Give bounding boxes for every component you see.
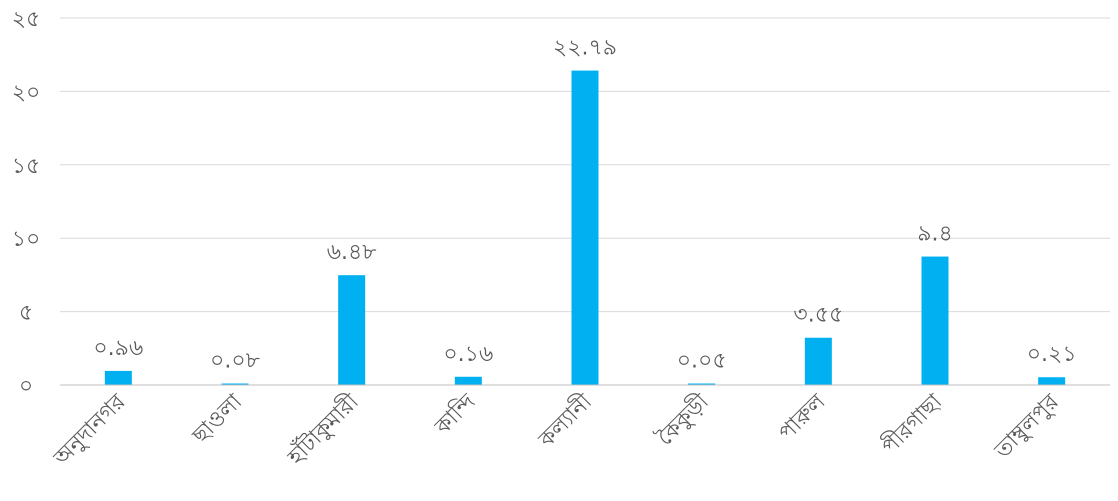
bar-6 — [688, 383, 716, 385]
bar-9 — [1038, 377, 1066, 385]
data-label-2: ০.০৮ — [210, 349, 260, 374]
category-label-4: কান্দি — [429, 389, 481, 441]
y-tick-label: ২৫ — [12, 7, 41, 32]
category-label-8: পীরগাছা — [876, 388, 948, 460]
bar-4 — [454, 376, 482, 385]
bar-5 — [571, 70, 599, 386]
data-label-9: ০.২১ — [1027, 342, 1077, 367]
data-label-7: ৩.৫৫ — [793, 303, 843, 328]
y-tick-label: ১০ — [12, 227, 41, 252]
bar-1 — [104, 370, 132, 385]
category-label-9: তাম্বুলপুর — [989, 389, 1064, 464]
y-tick-label: ০ — [19, 374, 33, 399]
bar-2 — [221, 383, 249, 385]
data-label-1: ০.৯৬ — [93, 336, 143, 361]
category-label-7: পারুল — [774, 389, 831, 446]
y-tick-label: ২০ — [12, 80, 41, 105]
data-labels: ০.৯৬ ০.০৮ ৬.৪৮ ০.১৬ ২২.৭৯ ০.০৫ ৩.৫৫ ৯.৪ ০.২১ — [93, 36, 1076, 374]
bars — [104, 70, 1066, 386]
category-label-5: কল্যানী — [532, 388, 598, 454]
y-tick-label: ১৫ — [12, 154, 41, 179]
y-axis-tick-labels: ০ ৫ ১০ ১৫ ২০ ২৫ — [12, 7, 41, 399]
category-label-1: অনুদানগর — [49, 389, 132, 472]
data-label-5: ২২.৭৯ — [553, 36, 617, 61]
data-label-3: ৬.৪৮ — [327, 240, 377, 265]
data-label-8: ৯.৪ — [917, 222, 953, 247]
category-label-3: হাঁটাকুমারী — [281, 388, 364, 471]
bar-3 — [338, 275, 366, 385]
y-tick-label: ৫ — [19, 301, 33, 326]
data-label-6: ০.০৫ — [677, 349, 727, 374]
category-label-6: কৈকুড়ী — [651, 388, 714, 451]
bar-7 — [804, 337, 832, 385]
x-axis-category-labels: অনুদানগর ছাওলা হাঁটাকুমারী কান্দি কল্যানী কৈক… — [49, 388, 1065, 472]
category-label-2: ছাওলা — [187, 389, 247, 449]
data-label-4: ০.১৬ — [443, 342, 493, 367]
bar-8 — [921, 256, 949, 385]
